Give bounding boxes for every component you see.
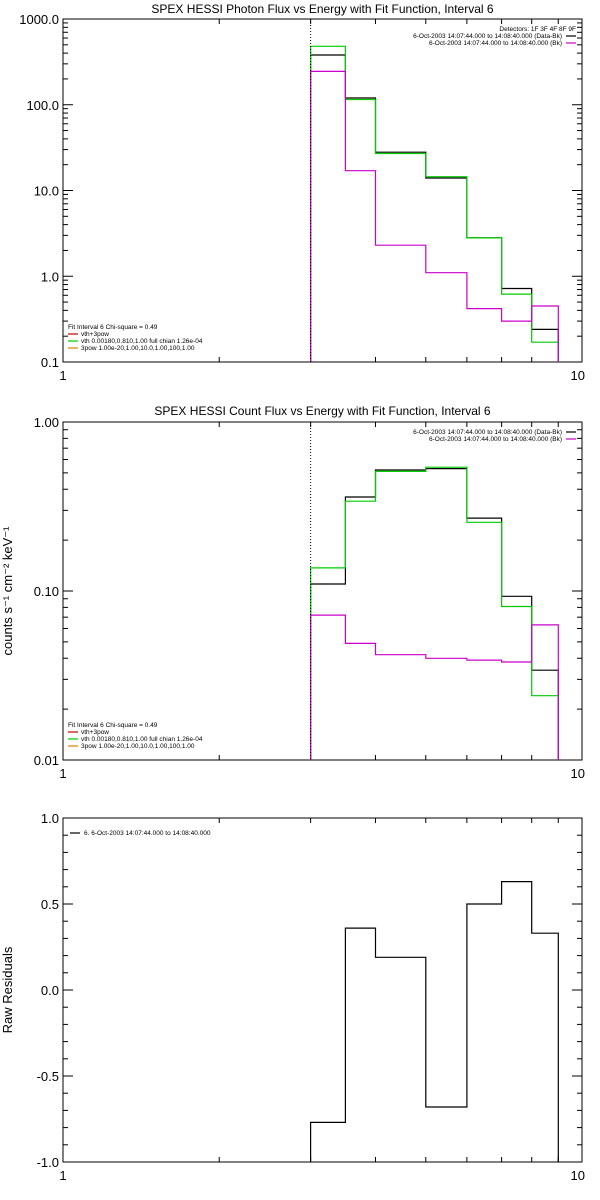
photon-legend-fit-title: Fit Interval 6 Chi-square = 0.49 [68,324,158,331]
count-series-green [310,466,559,760]
photon-legend-topright: Detectors: 1F 3F 4F 8F 9F6-Oct-2003 14:0… [413,26,576,47]
resid-series-black [310,881,559,1162]
count-legend-entry: 6-Oct-2003 14:07:44.000 to 14:08:40.000 … [413,429,562,436]
photon-series-black [310,54,559,362]
photon-legend-fit-entry: vth+3pow [81,331,109,338]
photon-title: SPEX HESSI Photon Flux vs Energy with Fi… [151,2,493,16]
count-series-black [310,468,559,760]
photon-x-ticks [62,19,583,362]
photon-legend-fit-entry: 3pow 1.00e-20,1.00,10.0,1.00,100,1.00 [81,345,195,352]
count-ytick-label-0.01: 0.01 [34,753,59,768]
count-legend-entry: 6-Oct-2003 14:07:44.000 to 14:08:40.000 … [429,436,562,443]
photon-panel: SPEX HESSI Photon Flux vs Energy with Fi… [19,2,585,383]
count-series-magenta [310,614,559,760]
photon-legend-detectors: Detectors: 1F 3F 4F 8F 9F [499,26,576,33]
resid-legend-entry: 6. 6-Oct-2003 14:07:44.000 to 14:08:40.0… [84,830,211,837]
count-y-ticks [63,421,582,761]
resid-ytick-label-0.0: 0.0 [41,983,59,998]
count-ytick-label-1.00: 1.00 [34,415,59,430]
photon-legend-entry: 6-Oct-2003 14:07:44.000 to 14:08:40.000 … [429,40,562,47]
count-xtick-label-1: 1 [59,766,66,781]
count-xtick-label-10: 10 [571,766,585,781]
resid-ytick-label-1.0: 1.0 [41,811,59,826]
count-ytick-label-0.10: 0.10 [34,584,59,599]
count-frame [62,421,583,761]
resid-y-ticks [63,817,582,1163]
resid-ytick-label--0.5: -0.5 [37,1069,59,1084]
photon-series-green [310,45,559,362]
photon-ytick-label-1.0: 1.0 [41,269,59,284]
count-panel: SPEX HESSI Count Flux vs Energy with Fit… [0,404,585,781]
resid-xtick-label-10: 10 [571,1168,585,1183]
photon-legend-fit: Fit Interval 6 Chi-square = 0.49vth+3pow… [68,324,203,352]
resid-legend-topleft: 6. 6-Oct-2003 14:07:44.000 to 14:08:40.0… [70,830,211,837]
resid-ytick-label--1.0: -1.0 [37,1155,59,1170]
photon-frame [62,18,583,363]
resid-panel: Raw Residuals 1 10 -1.0 -0.5 0.0 0.5 1.0 6. 6-Oc… [0,811,585,1183]
photon-ytick-label-1000.0: 1000.0 [19,12,59,27]
photon-ytick-label-10.0: 10.0 [34,184,59,199]
resid-xtick-label-1: 1 [59,1168,66,1183]
count-x-ticks [62,422,583,760]
photon-xtick-label-10: 10 [571,368,585,383]
count-legend-fit: Fit Interval 6 Chi-square = 0.49vth+3pow… [68,722,203,750]
resid-x-ticks [62,818,583,1162]
count-legend-fit-entry: 3pow 1.00e-20,1.00,10.0,1.00,100,1.00 [81,743,195,750]
resid-ylabel: Raw Residuals [0,946,15,1033]
photon-xtick-label-1: 1 [59,368,66,383]
count-legend-fit-title: Fit Interval 6 Chi-square = 0.49 [68,722,158,729]
photon-legend-fit-entry: vth 0.00180,0.810,1.00 full chian 1.26e-… [81,338,203,345]
resid-frame [62,817,583,1163]
photon-ytick-label-100.0: 100.0 [26,98,59,113]
photon-series-magenta [310,70,559,362]
photon-ytick-label-0.1: 0.1 [41,355,59,370]
resid-ytick-label-0.5: 0.5 [41,897,59,912]
count-ylabel: counts s⁻¹ cm⁻² keV⁻¹ [0,526,15,656]
count-legend-fit-entry: vth+3pow [81,729,109,736]
count-title: SPEX HESSI Count Flux vs Energy with Fit… [154,404,490,418]
photon-legend-entry: 6-Oct-2003 14:07:44.000 to 14:08:40.000 … [413,33,562,40]
photon-y-ticks [63,18,582,363]
count-legend-topright: 6-Oct-2003 14:07:44.000 to 14:08:40.000 … [413,429,576,443]
count-legend-fit-entry: vth 0.00180,0.810,1.00 full chian 1.26e-… [81,736,203,743]
